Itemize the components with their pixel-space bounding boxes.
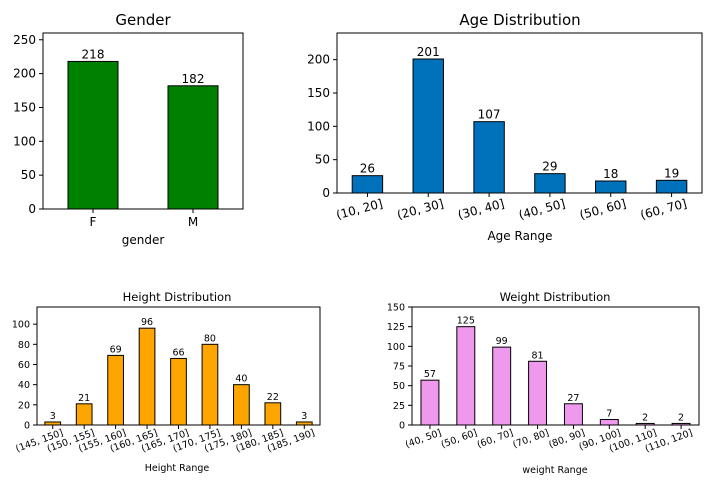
data-label-0: 26 [360,162,375,176]
gender-chart: Gender gender 218 F 182 M 0 50 100 150 200 250 [13,11,244,247]
bar-5 [201,343,219,426]
bar-1 [456,326,476,426]
data-label-0: 57 [424,369,436,380]
bar-1 [167,85,219,210]
y-tick-label-0: 0 [28,202,36,216]
bar-6 [233,384,250,426]
y-tick-label-2: 40 [18,380,30,391]
x-tick-label-0: (40, 50] [404,427,443,450]
y-tick-label-1: 50 [315,153,330,167]
x-tick-label-1: (20, 30] [395,196,445,222]
bar-3 [138,327,156,426]
data-label-0: 3 [50,411,56,422]
y-tick-label-3: 75 [393,362,405,373]
x-axis-label: gender [122,233,165,247]
chart-title: Age Distribution [459,11,580,29]
x-tick-label-2: (60, 70] [476,427,515,450]
bar-0 [67,60,119,210]
data-label-6: 2 [642,412,648,423]
bar-3 [534,173,566,194]
x-axis-label: weight Range [522,465,587,476]
x-tick-label-3: (70, 80] [511,427,550,450]
x-tick-label-1: (50, 60] [440,427,479,450]
data-label-4: 66 [172,347,184,358]
plot-frame [336,32,703,194]
x-axis-label: Age Range [487,229,552,243]
chart-title: Height Distribution [123,290,232,304]
y-tick-label-3: 60 [18,360,30,371]
data-label-5: 80 [204,333,216,344]
y-tick-label-4: 100 [387,342,405,353]
bar-2 [473,121,505,194]
data-label-1: 125 [457,316,475,327]
bar-1 [412,58,444,194]
age-distribution-chart: Age Distribution Age Range 26 (10, 20] 201… [307,11,703,243]
x-axis-label: Height Range [145,463,210,474]
weight-distribution-chart: Weight Distribution weight Range 57 (40, … [387,290,700,476]
y-tick-label-2: 50 [393,381,405,392]
y-tick-label-4: 200 [307,53,330,67]
y-tick-label-3: 150 [13,100,36,114]
data-label-3: 96 [141,317,153,328]
data-label-2: 107 [478,108,501,122]
data-label-5: 7 [606,408,612,419]
plot-frame [42,32,244,210]
data-label-7: 22 [267,392,279,403]
bar-4 [595,180,627,194]
x-tick-label-1: M [188,215,198,229]
y-tick-label-3: 150 [307,86,330,100]
x-tick-label-5: (60, 70] [639,196,689,222]
bar-1 [75,403,93,426]
y-tick-label-4: 200 [13,67,36,81]
bar-2 [107,354,124,426]
y-tick-label-5: 100 [12,320,30,331]
y-tick-label-1: 20 [18,400,30,411]
bar-0 [351,175,384,194]
y-tick-label-1: 50 [21,168,36,182]
y-tick-label-0: 0 [24,421,30,432]
data-label-4: 18 [603,167,618,181]
data-label-5: 19 [664,166,679,180]
data-label-1: 201 [417,45,440,59]
data-label-8: 3 [301,411,307,422]
data-label-1: 21 [78,393,90,404]
y-tick-label-0: 0 [399,421,405,432]
x-tick-label-4: (50, 60] [578,196,628,222]
x-tick-label-3: (40, 50] [517,196,567,222]
chart-title: Gender [115,11,171,29]
bar-7 [264,402,282,426]
bar-2 [492,346,512,426]
data-label-6: 40 [235,374,247,385]
data-label-0: 218 [82,47,105,61]
plot-frame [411,306,700,426]
chart-title: Weight Distribution [500,290,611,304]
x-tick-label-0: F [90,215,97,229]
y-tick-label-2: 100 [307,119,330,133]
y-tick-label-0: 0 [322,186,330,200]
bar-4 [563,403,583,426]
data-label-1: 182 [182,72,205,86]
y-tick-label-1: 25 [393,401,405,412]
data-label-2: 69 [110,344,122,355]
y-tick-label-6: 150 [387,303,405,314]
data-label-3: 29 [542,160,557,174]
data-label-3: 81 [532,350,544,361]
x-tick-label-0: (10, 20] [335,196,385,222]
data-label-2: 99 [496,336,508,347]
height-distribution-chart: Height Distribution Height Range 3(145, … [12,290,321,474]
y-tick-label-5: 125 [387,322,405,333]
bar-5 [655,179,688,194]
y-tick-label-4: 80 [18,340,30,351]
x-tick-label-2: (30, 40] [456,196,506,222]
plot-frame [36,306,321,426]
bar-3 [528,360,548,426]
bar-5 [599,418,619,426]
data-label-7: 2 [678,412,684,423]
bar-0 [420,379,440,426]
data-label-4: 27 [567,393,579,404]
bar-4 [170,357,187,426]
y-tick-label-2: 100 [13,134,36,148]
y-tick-label-5: 250 [13,33,36,47]
